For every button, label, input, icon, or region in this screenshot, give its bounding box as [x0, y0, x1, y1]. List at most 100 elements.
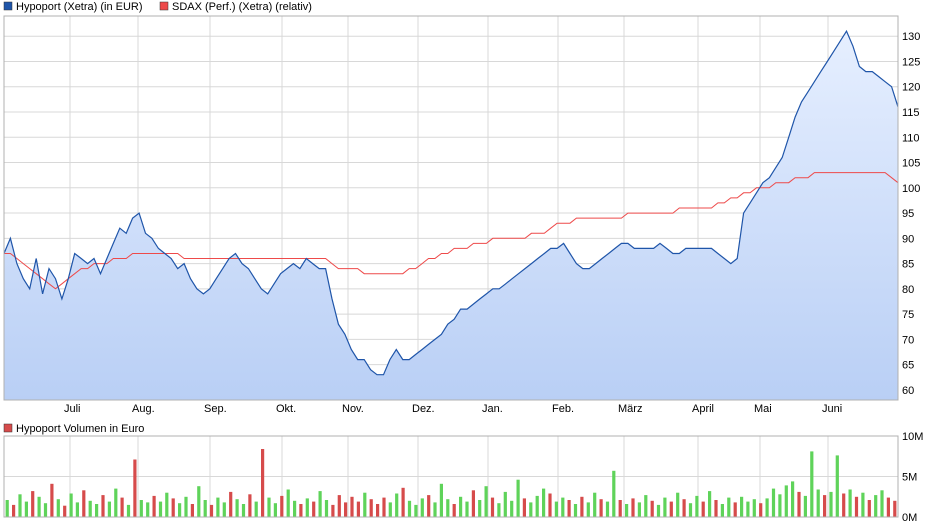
volume-bar: [586, 502, 590, 517]
volume-bar: [427, 495, 431, 517]
volume-bar: [880, 490, 884, 517]
volume-bar: [816, 489, 820, 517]
compare-series-line: [4, 172, 899, 290]
volume-bar: [810, 451, 814, 517]
volume-bar: [50, 483, 54, 517]
volume-bar: [31, 491, 35, 517]
volume-bar: [337, 495, 341, 517]
volume-bar: [312, 501, 316, 517]
legend-volume: Hypoport Volumen in Euro: [3, 423, 144, 435]
volume-bar: [771, 488, 776, 517]
price-x-tick-label: Dez.: [412, 403, 435, 415]
volume-bar: [740, 496, 744, 518]
volume-bar: [88, 500, 92, 517]
volume-bar: [273, 503, 277, 517]
volume-bar: [158, 501, 163, 517]
volume-bar: [452, 504, 456, 517]
volume-y-axis: 0M 5M 10M: [902, 431, 923, 524]
volume-bar: [548, 493, 552, 517]
volume-bar: [203, 500, 207, 517]
legend-volume-swatch: [3, 423, 13, 433]
volume-bar: [823, 495, 827, 517]
legend-compare-swatch: [159, 1, 169, 11]
volume-bar: [43, 503, 48, 517]
volume-bar: [82, 490, 86, 517]
volume-frame: [3, 435, 899, 518]
volume-bar: [299, 504, 303, 517]
volume-bar: [842, 493, 846, 517]
volume-bar: [765, 498, 769, 517]
volume-bar: [522, 498, 526, 517]
volume-bar: [229, 491, 233, 517]
volume-bar: [612, 470, 616, 517]
volume-bar: [261, 449, 265, 517]
volume-y-tick-label: 5M: [902, 472, 917, 484]
price-y-tick-label: 125: [902, 56, 920, 68]
volume-bar: [752, 499, 756, 517]
price-x-tick-label: April: [692, 403, 714, 415]
volume-bar: [529, 502, 533, 517]
volume-bar: [695, 495, 699, 517]
volume-bar: [241, 504, 246, 517]
volume-bar: [784, 485, 788, 517]
legend-primary-swatch: [3, 1, 13, 11]
volume-bar: [484, 486, 488, 517]
volume-bar: [209, 504, 214, 517]
price-y-tick-label: 100: [902, 183, 920, 195]
price-y-tick-label: 85: [902, 259, 914, 271]
volume-bar: [324, 500, 329, 517]
volume-bar: [861, 492, 865, 517]
volume-bar: [797, 491, 801, 517]
volume-bar: [388, 502, 392, 517]
volume-bar: [439, 483, 443, 517]
volume-bar: [791, 481, 795, 517]
volume-bar: [293, 500, 297, 517]
volume-bar: [605, 501, 610, 517]
volume-bar: [344, 502, 348, 517]
volume-bar: [120, 497, 124, 517]
volume-bar: [95, 504, 99, 517]
volume-bar: [688, 503, 693, 517]
volume-bar: [497, 503, 501, 517]
volume-bar: [446, 499, 450, 517]
volume-bar: [376, 504, 380, 517]
volume-bar: [69, 493, 73, 517]
volume-bar: [165, 492, 169, 517]
volume-bar: [395, 493, 399, 517]
volume-bar: [669, 501, 673, 517]
volume-bar: [190, 504, 194, 517]
price-y-tick-label: 110: [902, 132, 920, 144]
volume-y-tick-label: 0M: [902, 512, 917, 524]
volume-bar: [542, 488, 546, 517]
price-x-tick-label: Okt.: [276, 403, 296, 415]
price-series-line: [3, 29, 899, 376]
volume-bar: [401, 487, 405, 517]
volume-bar: [139, 500, 143, 517]
volume-bar: [235, 499, 239, 517]
volume-bar: [407, 500, 412, 517]
legend-volume-label: Hypoport Volumen in Euro: [16, 423, 144, 435]
volume-bar: [580, 496, 584, 518]
volume-bar: [178, 503, 182, 517]
volume-plot: 0M 5M 10M: [3, 431, 923, 524]
volume-bar: [152, 495, 156, 517]
volume-bar: [720, 504, 724, 517]
price-y-tick-label: 130: [902, 31, 920, 43]
price-x-tick-label: Juli: [64, 403, 81, 415]
volume-bar: [459, 496, 463, 518]
price-area: [4, 31, 898, 400]
price-y-tick-label: 95: [902, 208, 914, 220]
volume-bar: [216, 497, 220, 517]
volume-bar: [171, 498, 175, 517]
volume-bar: [829, 491, 833, 517]
volume-bar: [778, 494, 782, 517]
volume-bar: [5, 500, 9, 517]
volume-bar: [133, 459, 137, 517]
price-x-tick-label: Nov.: [342, 403, 364, 415]
volume-bar: [637, 502, 641, 517]
volume-bar: [759, 503, 763, 517]
price-x-tick-label: Mai: [754, 403, 772, 415]
price-y-tick-label: 75: [902, 309, 914, 321]
volume-bar: [318, 491, 322, 517]
